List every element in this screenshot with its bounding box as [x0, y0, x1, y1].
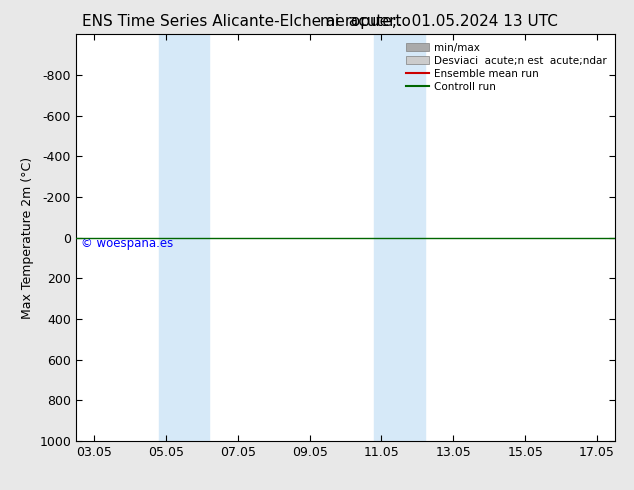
Bar: [158, 34, 209, 441]
Text: ENS Time Series Alicante-Elche aeropuerto: ENS Time Series Alicante-Elche aeropuert…: [82, 14, 411, 29]
Y-axis label: Max Temperature 2m (°C): Max Temperature 2m (°C): [21, 157, 34, 318]
Text: © woespana.es: © woespana.es: [81, 237, 174, 250]
Bar: [374, 34, 425, 441]
Text: mi  acute;.  01.05.2024 13 UTC: mi acute;. 01.05.2024 13 UTC: [320, 14, 558, 29]
Legend: min/max, Desviaci  acute;n est  acute;ndar, Ensemble mean run, Controll run: min/max, Desviaci acute;n est acute;ndar…: [403, 40, 610, 95]
